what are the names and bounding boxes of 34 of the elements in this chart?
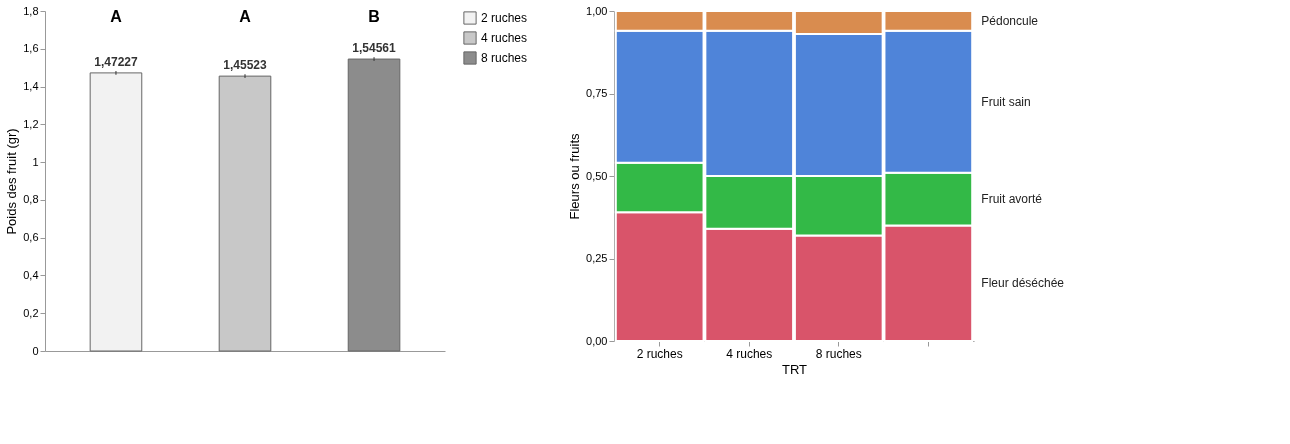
y-tick-label: 0,2	[23, 306, 39, 319]
y-tick-label: 0,25	[586, 252, 608, 264]
y-tick-label: 1,4	[23, 80, 39, 93]
series-label: Fleur déséchée	[981, 276, 1065, 291]
x-tick-label: 2 ruches	[636, 346, 683, 361]
y-tick-label: 0,50	[586, 169, 608, 182]
x-axis-title: TRT	[781, 361, 808, 377]
series-label: Pédoncule	[981, 13, 1039, 28]
y-tick-label: 1,6	[23, 42, 39, 55]
y-tick-label: 1,8	[23, 4, 39, 17]
data-label: 1,45523	[223, 58, 268, 73]
y-tick-label: 1,00	[586, 4, 608, 17]
annotation: A	[239, 8, 252, 25]
annotation: B	[368, 8, 380, 25]
annotation: A	[110, 8, 123, 25]
y-tick-label: 1	[32, 155, 39, 168]
y-tick-label: 1,2	[23, 117, 39, 130]
y-tick-label: 0,4	[23, 268, 39, 281]
y-tick-label: 0,00	[586, 334, 608, 347]
data-label: 1,47227	[94, 55, 138, 70]
y-tick-label: 0,6	[23, 231, 39, 244]
x-tick-label: 4 ruches	[726, 346, 773, 361]
y-tick-label: 0,8	[23, 193, 39, 206]
y-tick-label: 0,75	[586, 87, 608, 99]
y-axis-title: Fleurs ou fruits	[567, 133, 583, 220]
legend-label: 2 ruches	[481, 11, 528, 25]
x-tick-label: 8 ruches	[815, 346, 862, 361]
data-label: 1,54561	[352, 41, 397, 56]
y-axis-title: Poids des fruit (gr)	[4, 128, 20, 235]
series-label: Fruit avorté	[981, 192, 1043, 207]
legend-label: 8 ruches	[481, 51, 528, 65]
series-label: Fruit sain	[981, 94, 1031, 109]
legend-label: 4 ruches	[481, 31, 528, 45]
y-tick-label: 0	[32, 344, 39, 357]
